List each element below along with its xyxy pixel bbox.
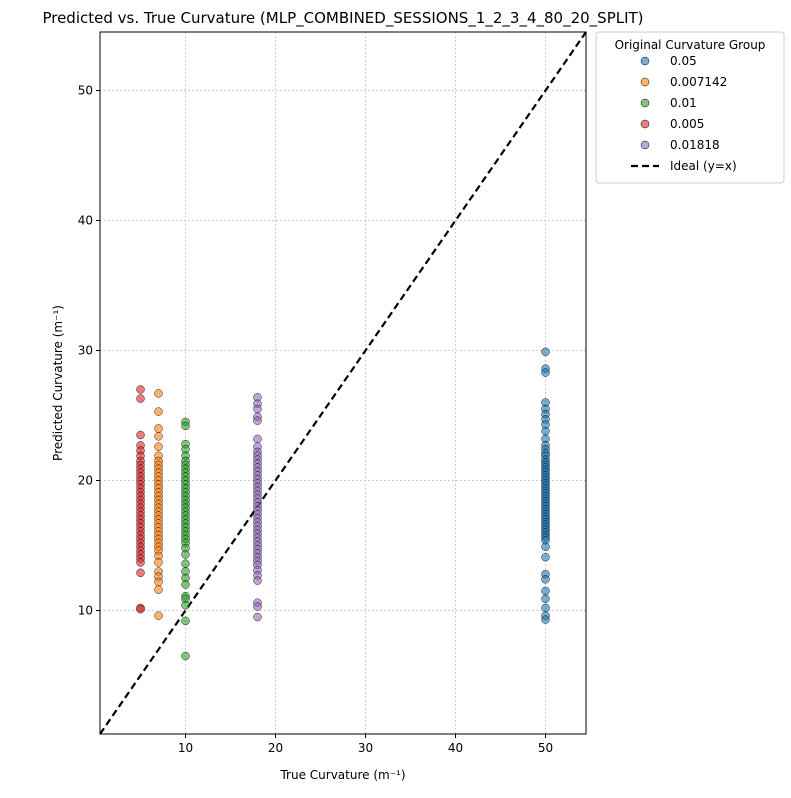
plot-frame <box>99 31 587 735</box>
data-point <box>541 552 550 562</box>
legend-marker <box>640 119 650 129</box>
y-tick-label: 30 <box>78 344 93 358</box>
y-tick-label: 10 <box>78 604 93 618</box>
data-point <box>541 426 550 436</box>
data-point <box>181 651 190 661</box>
legend-marker <box>640 140 650 150</box>
data-point <box>253 576 262 585</box>
legend-items: 0.05 0.007142 0.01 0.005 0.01818 Ideal (y=x) <box>631 54 737 173</box>
data-point <box>136 385 145 394</box>
x-tick-label: 50 <box>538 741 553 755</box>
data-point <box>253 602 262 611</box>
legend-marker <box>640 77 650 87</box>
data-point <box>181 550 190 559</box>
data-point <box>541 594 550 604</box>
legend-label: 0.01 <box>670 96 697 110</box>
data-point <box>154 407 163 416</box>
data-point <box>181 421 190 431</box>
data-point <box>154 389 163 398</box>
x-axis-ticks: 10 20 30 40 50 <box>178 734 553 755</box>
data-point <box>136 394 145 403</box>
data-point <box>541 347 550 357</box>
ideal-line <box>99 31 587 735</box>
data-point <box>154 424 163 433</box>
y-axis-label: Predicted Curvature (m⁻¹) <box>51 305 65 461</box>
data-point <box>181 601 190 610</box>
legend-label: 0.01818 <box>670 138 720 152</box>
y-axis-ticks: 10 20 30 40 50 <box>78 84 100 618</box>
legend-marker <box>640 98 650 108</box>
data-point <box>181 616 190 626</box>
legend-label: 0.005 <box>670 117 704 131</box>
data-point <box>541 575 550 584</box>
data-point <box>154 577 163 587</box>
data-point <box>253 404 262 414</box>
data-point <box>136 568 145 578</box>
chart-title: Predicted vs. True Curvature (MLP_COMBIN… <box>42 9 643 28</box>
x-tick-label: 20 <box>268 741 283 755</box>
y-tick-label: 40 <box>78 214 93 228</box>
data-point <box>541 368 550 377</box>
data-point <box>541 615 550 624</box>
legend-label: 0.007142 <box>670 75 727 89</box>
data-point <box>253 434 262 444</box>
data-point <box>253 416 262 425</box>
x-axis-label: True Curvature (m⁻¹) <box>279 768 405 782</box>
data-point <box>541 603 550 613</box>
data-points <box>136 347 550 661</box>
x-tick-label: 40 <box>448 741 463 755</box>
data-point <box>541 542 550 552</box>
legend-title: Original Curvature Group <box>615 38 766 52</box>
data-point <box>136 430 145 440</box>
legend-label: Ideal (y=x) <box>670 159 737 173</box>
data-point <box>154 611 163 620</box>
data-point <box>181 559 190 568</box>
data-point <box>154 558 163 567</box>
x-tick-label: 30 <box>358 741 373 755</box>
legend: Original Curvature Group 0.050.0071420.0… <box>595 31 785 184</box>
data-point <box>181 580 190 589</box>
x-tick-label: 10 <box>178 741 193 755</box>
legend-marker <box>640 56 650 66</box>
data-point <box>154 585 163 594</box>
data-point <box>154 442 163 451</box>
ideal-line-layer <box>99 31 587 735</box>
data-point <box>136 558 145 567</box>
data-point <box>253 612 262 622</box>
legend-label: 0.05 <box>670 54 697 68</box>
y-tick-label: 50 <box>78 84 93 98</box>
data-point <box>154 432 163 441</box>
data-point <box>136 604 145 614</box>
y-tick-label: 20 <box>78 474 93 488</box>
data-point <box>541 586 550 596</box>
